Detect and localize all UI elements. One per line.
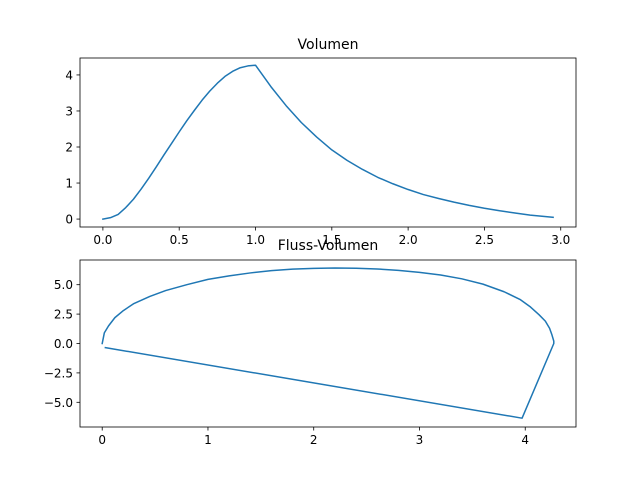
x-tick-label: 2.0 xyxy=(399,233,418,247)
y-tick-label: −5.0 xyxy=(44,396,73,410)
y-tick-label: 5.0 xyxy=(54,278,73,292)
x-tick-label: 4 xyxy=(521,433,529,447)
series-line xyxy=(102,64,554,220)
x-tick-label: 0.5 xyxy=(170,233,189,247)
subplot-volumen: Volumen 0.0 0.5 1.0 1.5 2.0 2.5 3.0 0 1 2 3 4 xyxy=(65,37,577,247)
y-axis: 5.0 2.5 0.0 −2.5 −5.0 xyxy=(44,278,80,410)
y-tick-label: 1 xyxy=(65,177,73,191)
y-tick-label: 4 xyxy=(65,68,73,82)
x-tick-label: 0 xyxy=(98,433,106,447)
plot-area xyxy=(101,267,555,419)
y-tick-label: 0 xyxy=(65,213,73,227)
x-tick-label: 1.5 xyxy=(322,233,341,247)
subplot-fluss-volumen: Fluss-Volumen 0 1 2 3 4 5.0 2.5 0.0 −2.5 −5.0 xyxy=(44,238,577,447)
axes-frame xyxy=(79,57,577,228)
x-tick-label: 3 xyxy=(416,433,424,447)
y-tick-label: 2.5 xyxy=(54,308,73,322)
y-tick-label: 3 xyxy=(65,104,73,118)
series-line xyxy=(101,267,555,419)
plot-area xyxy=(102,64,554,220)
x-tick-label: 1 xyxy=(204,433,212,447)
y-tick-label: 2 xyxy=(65,141,73,155)
x-axis: 0 1 2 3 4 xyxy=(98,427,529,447)
x-tick-label: 0.0 xyxy=(93,233,112,247)
y-tick-label: −2.5 xyxy=(44,366,73,380)
y-tick-label: 0.0 xyxy=(54,337,73,351)
y-axis: 0 1 2 3 4 xyxy=(65,68,80,227)
x-tick-label: 1.0 xyxy=(246,233,265,247)
x-tick-label: 2.5 xyxy=(475,233,494,247)
x-tick-label: 2 xyxy=(310,433,318,447)
chart-title: Fluss-Volumen xyxy=(278,238,379,254)
chart-title: Volumen xyxy=(298,37,359,53)
x-tick-label: 3.0 xyxy=(551,233,570,247)
x-axis: 0.0 0.5 1.0 1.5 2.0 2.5 3.0 xyxy=(93,227,570,247)
